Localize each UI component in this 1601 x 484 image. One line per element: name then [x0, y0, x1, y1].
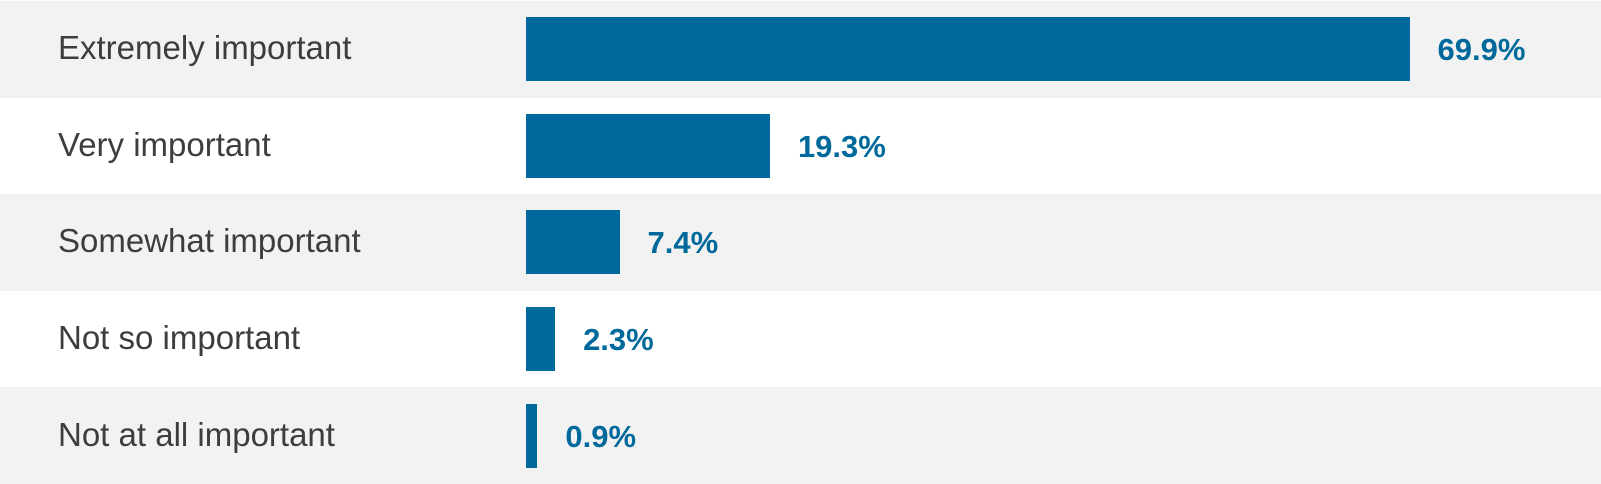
bar: [526, 113, 770, 178]
category-label: Extremely important: [58, 29, 352, 67]
category-label: Very important: [58, 125, 271, 163]
chart-row: Very important 19.3%: [0, 97, 1601, 195]
chart-row: Not so important 2.3%: [0, 290, 1601, 388]
data-label: 69.9%: [1437, 32, 1526, 68]
chart-row: Somewhat important 7.4%: [0, 194, 1601, 291]
chart-row: Extremely important 69.9%: [0, 1, 1601, 98]
category-label: Not at all important: [58, 415, 335, 453]
bar: [526, 210, 620, 275]
category-label: Somewhat important: [58, 222, 361, 260]
bar: [526, 403, 538, 468]
bar: [526, 17, 1410, 82]
data-label: 19.3%: [797, 128, 886, 164]
data-label: 0.9%: [565, 418, 637, 454]
data-label: 2.3%: [583, 322, 654, 358]
data-label: 7.4%: [647, 225, 719, 261]
category-label: Not so important: [58, 319, 301, 357]
bar: [526, 307, 556, 372]
chart-row: Not at all important 0.9%: [0, 387, 1601, 484]
